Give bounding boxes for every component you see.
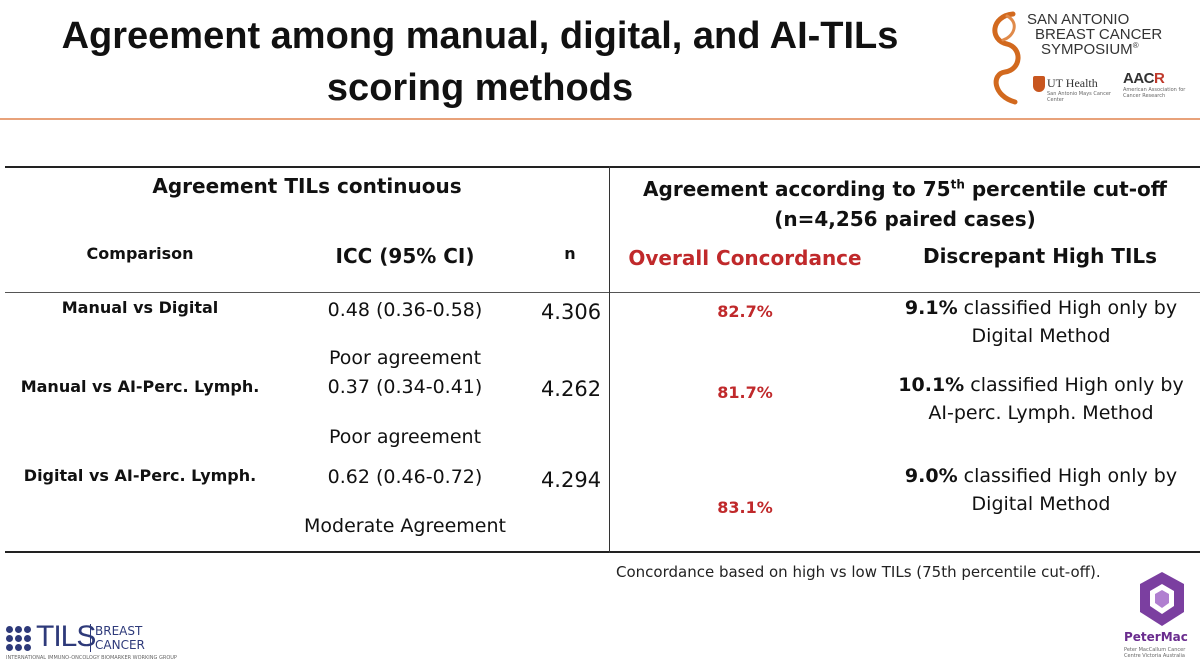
- row1-discrepant: 9.1% classified High only by Digital Met…: [885, 294, 1197, 350]
- row1-icc: 0.48 (0.36-0.58): [327, 299, 483, 321]
- left-group-header: Agreement TILs continuous: [152, 174, 462, 198]
- row3-discrepant: 9.0% classified High only by Digital Met…: [885, 462, 1197, 518]
- sabcs-line2: BREAST CANCER: [1035, 26, 1163, 43]
- slide-title-line1: Agreement among manual, digital, and AI-…: [61, 15, 899, 57]
- tils-subtitle: INTERNATIONAL IMMUNO-ONCOLOGY BIOMARKER …: [6, 655, 177, 661]
- row2-concordance: 81.7%: [717, 383, 773, 402]
- right-header-line2: (n=4,256 paired cases): [774, 207, 1036, 231]
- row2-discrepant-line2: AI-perc. Lymph. Method: [928, 402, 1154, 424]
- sabcs-ribbon-icon: [992, 11, 1021, 105]
- ut-health-subtitle: San Antonio Mays Cancer Center: [1047, 91, 1111, 103]
- sabcs-logo: SAN ANTONIO BREAST CANCER SYMPOSIUM® UT …: [985, 8, 1195, 108]
- ut-health-logo: UT Health San Antonio Mays Cancer Center: [1033, 74, 1113, 108]
- row2-n: 4.262: [540, 377, 602, 401]
- table-bottom-rule: [5, 551, 1200, 553]
- row1-discrepant-pct: 9.1%: [904, 297, 958, 319]
- col-header-n: n: [564, 244, 576, 263]
- row2-discrepant: 10.1% classified High only by AI-perc. L…: [885, 371, 1197, 427]
- table-header-rule: [5, 292, 1200, 293]
- tils-dots-icon: [6, 626, 32, 652]
- tils-breast-cancer-logo: TILS BREAST CANCER INTERNATIONAL IMMUNO-…: [6, 620, 177, 661]
- ut-health-name: UT Health: [1047, 76, 1098, 90]
- col-header-discrepant: Discrepant High TILs: [922, 244, 1158, 268]
- right-group-header: Agreement according to 75th percentile c…: [610, 174, 1200, 234]
- row3-comparison: Digital vs AI-Perc. Lymph.: [23, 466, 257, 485]
- aacr-name: AAC: [1123, 70, 1155, 87]
- row3-agreement: Moderate Agreement: [304, 515, 506, 537]
- col-header-comparison: Comparison: [86, 244, 194, 263]
- right-header-text-a: Agreement according to 75: [643, 177, 951, 201]
- row2-comparison: Manual vs AI-Perc. Lymph.: [20, 377, 260, 396]
- row2-agreement: Poor agreement: [328, 426, 482, 448]
- row1-n: 4.306: [540, 300, 602, 324]
- row3-discrepant-line2: Digital Method: [971, 493, 1111, 515]
- table-footnote: Concordance based on high vs low TILs (7…: [616, 563, 1101, 581]
- sabcs-wordmark: SAN ANTONIO BREAST CANCER SYMPOSIUM®: [1027, 12, 1197, 57]
- col-header-icc: ICC (95% CI): [335, 244, 475, 268]
- aacr-name-r: R: [1154, 70, 1165, 87]
- ut-shield-icon: [1033, 76, 1045, 92]
- petermac-logo: PeterMac Peter MacCallum Cancer Centre V…: [1122, 570, 1196, 660]
- title-divider: [0, 118, 1200, 120]
- row3-discrepant-pct: 9.0%: [904, 465, 958, 487]
- sabcs-line1: SAN ANTONIO: [1027, 11, 1130, 28]
- petermac-name: PeterMac: [1124, 630, 1188, 644]
- tils-breast-cancer-label: BREAST CANCER: [90, 624, 145, 652]
- petermac-hexagon-icon: [1140, 572, 1184, 626]
- tils-wordmark: TILS: [36, 620, 96, 653]
- row3-icc: 0.62 (0.46-0.72): [327, 466, 483, 488]
- col-header-concordance: Overall Concordance: [628, 246, 862, 270]
- row1-comparison: Manual vs Digital: [61, 298, 219, 317]
- row1-agreement: Poor agreement: [328, 347, 482, 369]
- row1-discrepant-line2: Digital Method: [971, 325, 1111, 347]
- row3-concordance: 83.1%: [717, 498, 773, 517]
- aacr-logo: AACR American Association for Cancer Res…: [1123, 70, 1195, 108]
- agreement-table: Agreement TILs continuous Agreement acco…: [5, 166, 1200, 553]
- table-column-divider: [609, 166, 610, 553]
- row3-n: 4.294: [540, 468, 602, 492]
- row2-discrepant-pct: 10.1%: [898, 374, 965, 396]
- row1-concordance: 82.7%: [717, 302, 773, 321]
- sabcs-registered: ®: [1132, 41, 1139, 50]
- petermac-subtitle: Peter MacCallum Cancer Centre Victoria A…: [1124, 647, 1186, 659]
- row1-discrepant-text: classified High only by: [957, 297, 1178, 319]
- tils-bc-line1: BREAST: [95, 624, 143, 638]
- right-header-text-b: percentile cut-off: [964, 177, 1167, 201]
- table-top-rule: [5, 166, 1200, 168]
- sabcs-line3: SYMPOSIUM: [1041, 41, 1133, 58]
- row2-discrepant-text: classified High only by: [964, 374, 1184, 396]
- row2-icc: 0.37 (0.34-0.41): [327, 376, 483, 398]
- tils-bc-line2: CANCER: [95, 638, 145, 652]
- row3-discrepant-text: classified High only by: [957, 465, 1178, 487]
- aacr-subtitle: American Association for Cancer Research: [1123, 87, 1186, 99]
- right-header-sup: th: [950, 177, 965, 192]
- slide-title-line2: scoring methods: [326, 67, 634, 109]
- slide-title: Agreement among manual, digital, and AI-…: [0, 10, 960, 114]
